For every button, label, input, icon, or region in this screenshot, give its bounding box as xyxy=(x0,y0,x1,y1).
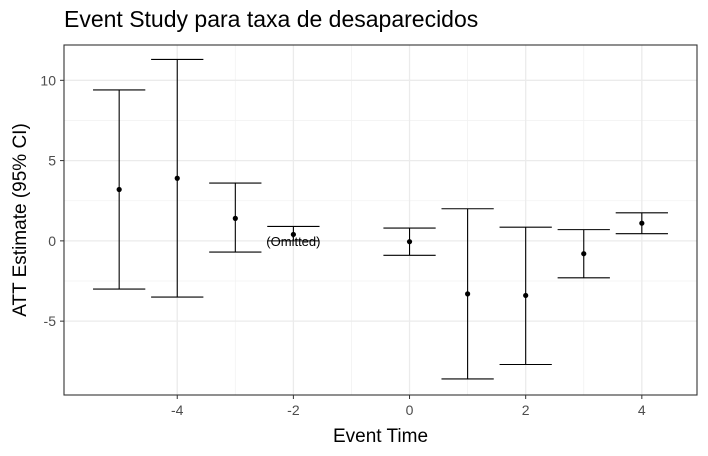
point-estimate xyxy=(523,292,529,299)
chart-title: Event Study para taxa de desaparecidos xyxy=(64,6,479,32)
y-tick-label: 5 xyxy=(48,153,56,169)
point-estimate xyxy=(581,251,587,257)
x-axis-title: Event Time xyxy=(333,426,428,447)
x-tick-label: 2 xyxy=(522,402,530,418)
point-estimate xyxy=(174,175,180,181)
x-tick-label: 4 xyxy=(638,402,646,418)
point-estimate xyxy=(290,231,296,238)
y-tick-label: 10 xyxy=(40,72,56,88)
point-estimate xyxy=(232,215,238,221)
x-tick-label: -4 xyxy=(171,402,184,418)
point-estimate xyxy=(406,239,413,245)
x-tick-label: -2 xyxy=(287,402,300,418)
plot-panel-border xyxy=(63,44,698,396)
y-axis-title: ATT Estimate (95% CI) xyxy=(10,123,31,317)
point-estimate xyxy=(639,220,645,226)
y-tick-label: -5 xyxy=(44,313,57,329)
point-estimate xyxy=(116,186,122,193)
omitted-label: (Omitted) xyxy=(266,234,320,249)
point-estimate xyxy=(465,291,471,297)
y-tick-label: 0 xyxy=(48,233,56,249)
x-tick-label: 0 xyxy=(406,402,414,418)
